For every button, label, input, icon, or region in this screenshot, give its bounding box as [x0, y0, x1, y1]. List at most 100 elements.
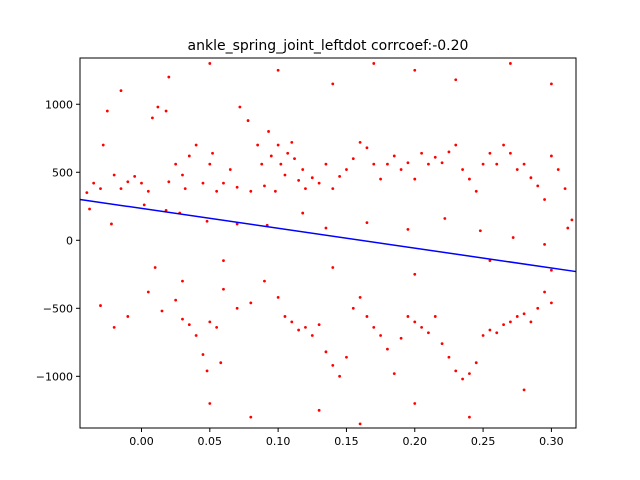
data-point: [474, 361, 478, 365]
data-point: [406, 315, 410, 318]
x-tick-label: 0.25: [471, 435, 496, 448]
data-point: [515, 168, 519, 171]
data-point: [529, 320, 533, 324]
data-point: [433, 315, 437, 318]
data-point: [101, 143, 105, 147]
data-point: [263, 279, 266, 283]
data-point: [461, 377, 464, 381]
data-point: [301, 168, 305, 171]
data-point: [235, 306, 239, 310]
data-point: [276, 143, 280, 147]
data-point: [246, 119, 250, 122]
data-point: [345, 355, 348, 359]
data-point: [110, 222, 113, 226]
plot-frame: [79, 57, 577, 429]
data-point: [164, 208, 168, 212]
data-point: [238, 105, 242, 109]
data-point: [85, 191, 89, 195]
data-point: [324, 226, 328, 230]
data-point: [310, 334, 314, 337]
data-point: [167, 75, 171, 79]
data-point: [290, 320, 294, 324]
data-point: [301, 211, 305, 215]
data-point: [440, 342, 444, 346]
data-point: [447, 150, 451, 154]
data-point: [119, 89, 123, 93]
data-point: [222, 259, 225, 263]
data-point: [205, 219, 209, 223]
data-point: [228, 168, 232, 171]
data-point: [488, 328, 492, 332]
y-tick-label: 500: [52, 166, 73, 179]
data-point: [208, 320, 212, 324]
data-point: [317, 181, 321, 185]
data-point: [331, 187, 335, 190]
data-point: [164, 109, 168, 113]
data-point: [509, 320, 512, 324]
data-point: [468, 372, 471, 375]
data-point: [358, 296, 362, 299]
chart-title: ankle_spring_joint_leftdot corrcoef:-0.2…: [188, 38, 469, 54]
data-point: [433, 155, 437, 159]
data-point: [509, 151, 512, 155]
data-point: [317, 323, 321, 327]
data-point: [372, 325, 376, 329]
data-point: [269, 154, 273, 158]
data-point: [413, 320, 417, 324]
data-point: [324, 350, 328, 354]
x-tick-label: 0.20: [403, 435, 428, 448]
y-tick-label: −1000: [36, 370, 73, 383]
data-point: [420, 325, 423, 329]
data-point: [365, 221, 369, 225]
data-point: [290, 140, 294, 144]
data-point: [529, 176, 533, 180]
data-point: [99, 304, 102, 307]
data-point: [413, 272, 417, 276]
data-point: [406, 161, 410, 165]
data-point: [267, 130, 270, 133]
data-point: [205, 369, 209, 373]
data-point: [474, 189, 478, 193]
data-point: [379, 177, 383, 181]
data-point: [427, 162, 430, 166]
data-point: [468, 415, 471, 419]
y-tick-label: −500: [43, 302, 73, 315]
data-point: [324, 162, 328, 166]
data-point: [515, 315, 519, 318]
data-point: [222, 181, 225, 185]
data-point: [461, 168, 464, 171]
data-point: [351, 306, 355, 310]
data-point: [358, 422, 362, 426]
data-point: [201, 353, 205, 356]
data-point: [495, 331, 499, 335]
data-point: [167, 180, 171, 184]
data-point: [146, 189, 150, 193]
points-layer: [85, 62, 574, 426]
data-point: [208, 162, 212, 166]
data-point: [249, 189, 253, 193]
data-point: [543, 242, 546, 246]
data-point: [112, 173, 116, 177]
y-axis: 1000 500 0 −500 −1000: [36, 98, 80, 383]
data-point: [536, 306, 540, 310]
data-point: [392, 372, 396, 375]
data-point: [293, 157, 296, 161]
data-point: [133, 174, 137, 178]
data-point: [550, 268, 553, 272]
data-point: [153, 266, 157, 269]
x-tick-label: 0.30: [539, 435, 564, 448]
data-point: [297, 328, 301, 332]
data-point: [365, 146, 369, 150]
data-point: [151, 116, 154, 120]
data-point: [509, 62, 512, 65]
data-point: [427, 331, 430, 335]
data-point: [276, 296, 280, 299]
data-point: [338, 174, 342, 178]
data-point: [235, 185, 239, 189]
data-point: [556, 168, 560, 171]
data-point: [215, 189, 219, 193]
data-point: [142, 203, 146, 207]
data-point: [283, 173, 287, 177]
